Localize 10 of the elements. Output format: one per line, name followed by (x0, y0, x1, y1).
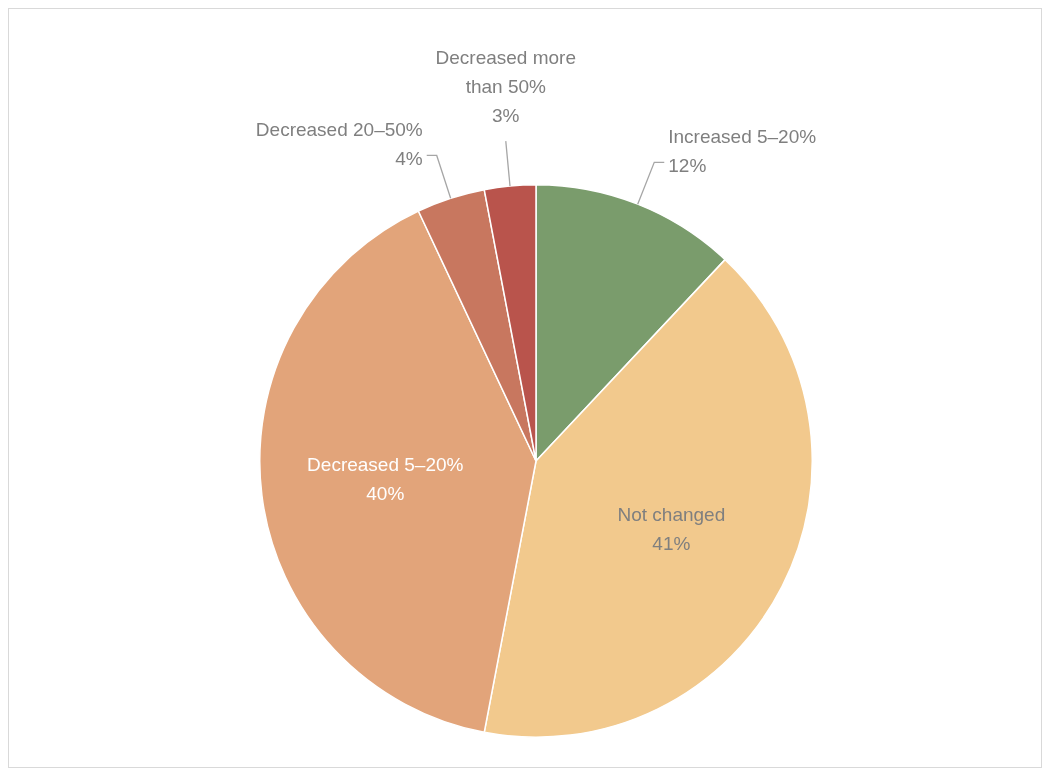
data-label: 3% (492, 104, 520, 126)
slice-label: Increased 5–20% (668, 126, 817, 148)
data-label: 12% (668, 155, 707, 177)
slice-label: Decreased 20–50% (255, 119, 423, 141)
slice-label: Decreased 5–20% (307, 453, 464, 475)
data-label: 4% (395, 148, 423, 170)
slice-label: Not changed (617, 503, 726, 525)
data-label: 40% (366, 482, 405, 504)
slice-label: Decreased more than 50% (435, 46, 576, 97)
data-label: 41% (652, 532, 691, 554)
